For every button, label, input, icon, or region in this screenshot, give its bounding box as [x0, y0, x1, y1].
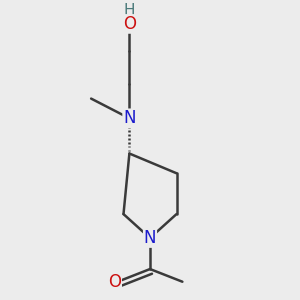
Text: O: O [108, 273, 121, 291]
Text: H: H [124, 3, 135, 18]
Text: O: O [123, 15, 136, 33]
Text: N: N [123, 109, 136, 127]
Text: N: N [144, 229, 156, 247]
